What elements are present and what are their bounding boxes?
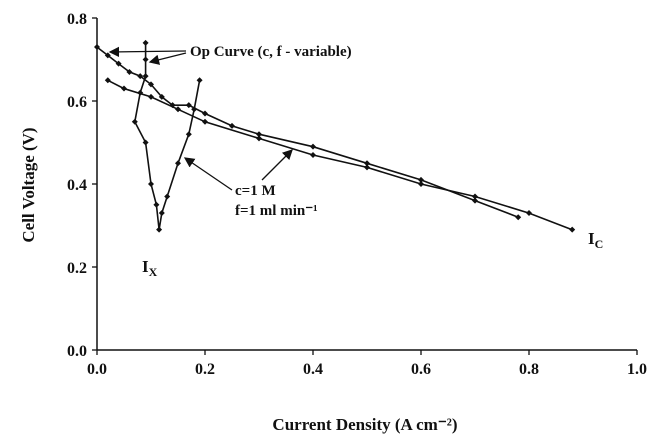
y-tick-label: 0.2: [67, 260, 87, 277]
data-point: [515, 214, 522, 221]
annotation: IX: [142, 257, 158, 279]
annotation-main: I: [588, 229, 595, 248]
data-point: [229, 122, 235, 129]
data-point: [164, 193, 171, 200]
x-tick-label: 0.0: [87, 361, 107, 378]
data-point: [104, 52, 111, 59]
arrow: [108, 46, 187, 58]
annotation-sub: X: [149, 265, 158, 279]
data-point: [158, 210, 165, 217]
data-point: [185, 131, 192, 138]
y-tick-label: 0.8: [67, 11, 87, 28]
data-point: [310, 151, 316, 158]
data-point: [115, 60, 122, 67]
data-point: [137, 73, 144, 80]
annotation-main: I: [142, 257, 149, 276]
series-line: [133, 42, 201, 230]
x-tick-label: 0.6: [411, 361, 431, 378]
data-point: [142, 39, 149, 46]
data-point: [175, 106, 181, 113]
data-point: [364, 164, 370, 171]
y-axis-label: Cell Voltage (V): [19, 127, 38, 242]
data-point: [191, 106, 198, 113]
arrow: [183, 157, 233, 191]
data-point: [142, 139, 149, 146]
data-point: [126, 68, 133, 75]
data-point: [156, 226, 163, 233]
x-tick-label: 1.0: [627, 361, 647, 378]
annotation: f=1 ml min⁻¹: [235, 203, 318, 219]
data-point: [202, 118, 208, 125]
data-point: [418, 176, 424, 183]
data-point: [148, 181, 154, 187]
x-tick-label: 0.4: [303, 361, 323, 378]
data-point: [472, 197, 478, 204]
y-tick-label: 0.0: [67, 343, 87, 360]
data-point: [94, 44, 100, 51]
data-point: [137, 89, 144, 96]
data-point: [142, 56, 149, 63]
data-point: [131, 118, 138, 125]
data-point: [142, 73, 149, 80]
y-tick-label: 0.4: [67, 177, 87, 194]
data-point: [310, 143, 316, 150]
arrow: [148, 52, 187, 65]
annotation-sub: C: [595, 237, 604, 251]
annotation: IC: [588, 229, 603, 251]
arrow: [261, 149, 293, 181]
series-line: [107, 79, 573, 231]
x-tick-label: 0.2: [195, 361, 215, 378]
data-point: [175, 160, 181, 167]
data-point: [202, 110, 208, 117]
data-point: [104, 77, 111, 84]
x-tick-label: 0.8: [519, 361, 539, 378]
data-point: [569, 226, 576, 233]
data-point: [256, 131, 262, 138]
data-point: [364, 160, 370, 167]
data-point: [418, 181, 424, 187]
data-point: [185, 102, 192, 109]
data-point: [121, 85, 127, 92]
data-point: [148, 81, 154, 88]
annotation: Op Curve (c, f - variable): [190, 44, 352, 60]
data-point: [148, 93, 154, 100]
y-tick-label: 0.6: [67, 94, 87, 111]
data-point: [256, 135, 262, 142]
data-point: [196, 77, 203, 84]
x-axis-label: Current Density (A cm⁻²): [272, 415, 457, 434]
data-point: [158, 93, 165, 100]
data-point: [472, 193, 478, 200]
data-point: [526, 210, 532, 217]
arrows: [108, 46, 293, 191]
data-point: [153, 201, 160, 208]
annotation: c=1 M: [235, 183, 276, 199]
